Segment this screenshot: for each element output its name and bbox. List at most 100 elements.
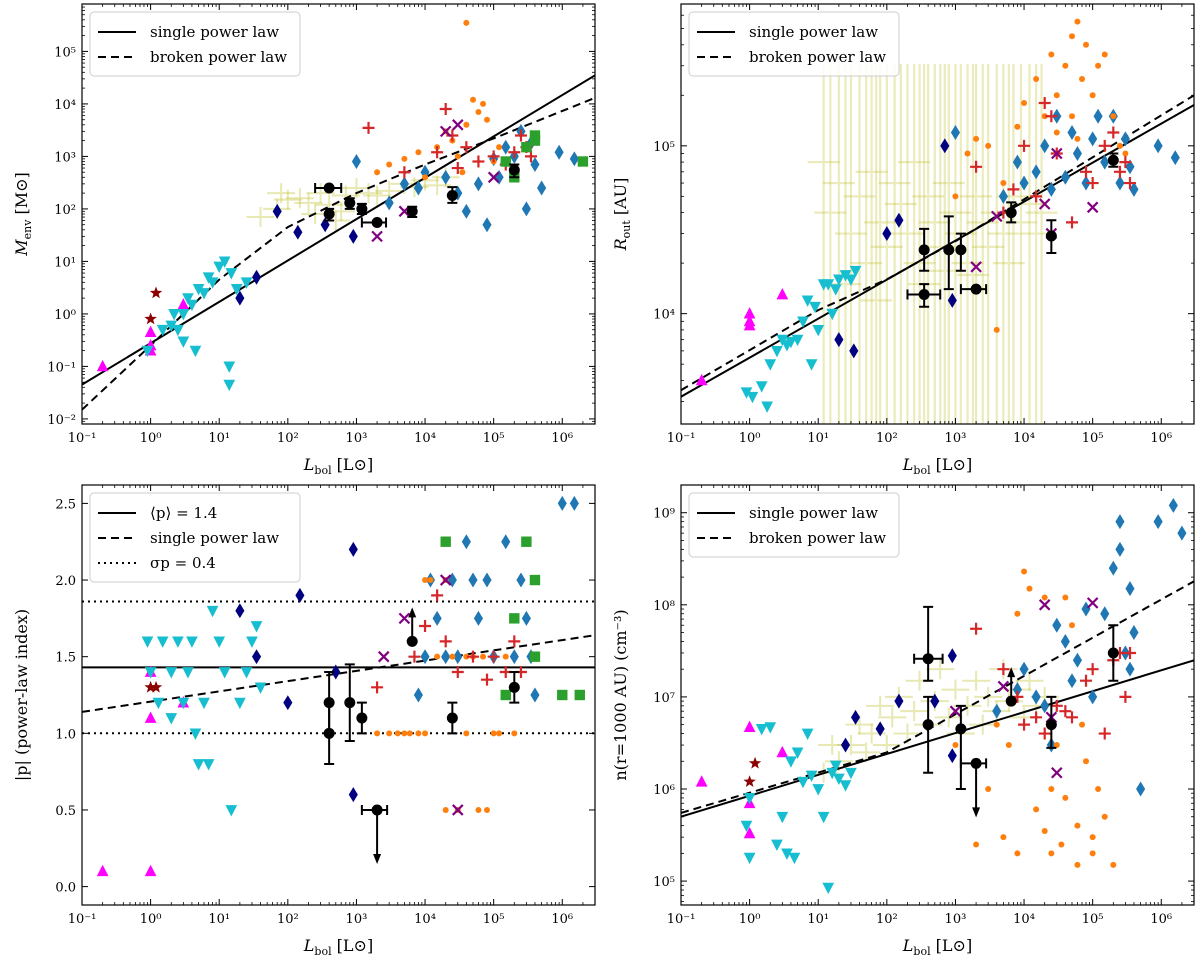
data-point — [386, 161, 393, 168]
data-point — [348, 787, 358, 803]
y-axis-label: Rout [AU] — [611, 178, 633, 252]
data-point — [189, 728, 202, 740]
data-point — [812, 784, 825, 796]
x-tick-label: 10³ — [346, 431, 368, 446]
data-point — [839, 780, 852, 792]
data-point — [761, 401, 773, 413]
data-point — [1005, 742, 1012, 749]
x-tick-label: 10⁰ — [140, 431, 162, 446]
data-point — [755, 381, 768, 393]
data-point — [771, 346, 783, 358]
x-tick-label: 10² — [876, 912, 898, 927]
data-point — [1018, 718, 1031, 731]
arrow-head — [972, 807, 981, 818]
data-point — [399, 176, 409, 192]
data-point — [1110, 113, 1117, 120]
data-point — [1095, 785, 1102, 792]
series-darkred — [743, 756, 762, 787]
data-point — [144, 680, 157, 693]
error-point — [1107, 154, 1119, 166]
data-point — [1079, 721, 1086, 728]
data-point — [947, 292, 957, 308]
data-point — [470, 96, 477, 103]
data-point — [1060, 633, 1070, 649]
data-point — [516, 572, 526, 588]
data-point — [422, 174, 429, 181]
error-point — [1005, 695, 1017, 707]
error-point — [918, 289, 930, 301]
data-point — [213, 261, 226, 273]
x-tick-label: 10² — [277, 431, 299, 446]
data-point — [500, 689, 511, 701]
chart-rout: 10⁻¹ 10⁰ 10¹ 10² 10³ 10⁴ 10⁵ 10⁶ 10⁴ 10⁵ Lbol [L⊙]… — [611, 3, 1195, 477]
error-point — [508, 681, 520, 693]
legend-label: single power law — [150, 529, 279, 547]
data-point — [149, 680, 163, 693]
y-tick-label: 2.0 — [55, 574, 76, 589]
x-axis-label: Lbol [L⊙] — [902, 455, 972, 477]
data-point — [985, 785, 992, 792]
series-steelblue — [413, 495, 579, 703]
data-point — [235, 290, 245, 306]
x-tick-label: 10² — [876, 431, 898, 446]
y-error-bar — [955, 704, 966, 790]
data-point — [494, 169, 504, 185]
data-point — [1066, 216, 1078, 229]
y-error-bar — [923, 605, 934, 682]
data-point — [374, 169, 381, 176]
error-point — [922, 719, 934, 731]
data-point — [1052, 617, 1062, 633]
data-point — [484, 116, 491, 123]
data-point — [165, 713, 178, 725]
background-point — [900, 701, 929, 722]
fit-line — [681, 659, 1194, 818]
background-point — [926, 659, 955, 680]
data-point — [272, 203, 282, 219]
data-point — [791, 747, 804, 759]
data-point — [1086, 663, 1099, 676]
series-steelblue — [351, 123, 579, 233]
data-point — [192, 283, 205, 296]
data-point — [992, 703, 1002, 719]
data-point — [882, 226, 892, 242]
data-point — [1058, 841, 1065, 848]
x-tick-label: 10⁻¹ — [68, 912, 97, 927]
series-red — [371, 589, 527, 694]
data-point — [1080, 165, 1093, 178]
legend-label: single power law — [150, 23, 279, 41]
data-point — [947, 648, 957, 664]
x-tick-label: 10² — [277, 912, 299, 927]
series-orange — [374, 577, 518, 813]
data-point — [1031, 689, 1041, 705]
data-point — [481, 673, 494, 686]
data-point — [172, 636, 184, 648]
data-point — [1125, 661, 1135, 677]
data-point — [386, 730, 393, 737]
data-point — [213, 636, 226, 648]
error-point — [1005, 207, 1017, 219]
data-point — [1074, 18, 1081, 25]
data-point — [1053, 129, 1060, 136]
background-point — [342, 178, 371, 199]
legend: single power law broken power law — [688, 11, 900, 77]
data-point — [1125, 159, 1135, 175]
x-tick-label: 10⁻¹ — [667, 431, 696, 446]
data-point — [439, 125, 452, 138]
data-point — [1038, 198, 1051, 210]
axes-frame — [680, 3, 1195, 425]
background-point — [860, 64, 893, 424]
y-tick-label: 10¹ — [54, 255, 76, 270]
data-point — [521, 201, 531, 217]
error-point — [356, 712, 368, 724]
arrow-head — [1007, 667, 1016, 678]
legend-box — [688, 492, 900, 558]
data-point — [362, 121, 375, 134]
y-tick-label: 10⁵ — [54, 45, 76, 60]
error-point — [356, 203, 368, 215]
data-point — [949, 705, 962, 717]
data-point — [1115, 541, 1125, 557]
error-point — [446, 190, 458, 202]
data-point — [475, 806, 482, 813]
data-point — [791, 334, 804, 347]
data-point — [1033, 806, 1040, 813]
